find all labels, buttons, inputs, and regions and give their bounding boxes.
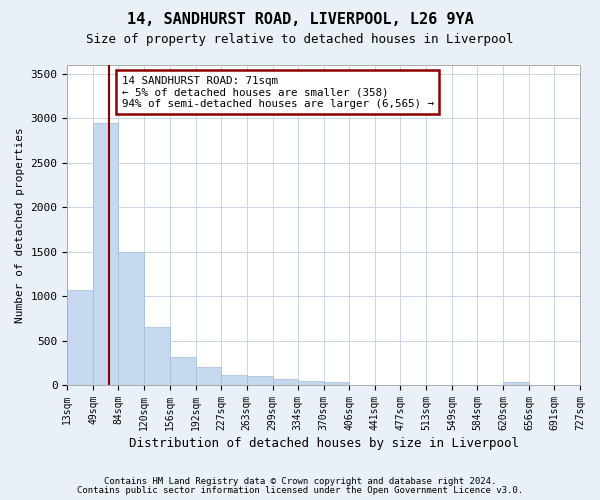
Bar (170, 356, 196, 385)
Y-axis label: Number of detached properties: Number of detached properties (15, 127, 25, 323)
Bar (247, 376, 272, 385)
Bar (272, 379, 298, 385)
Bar (298, 380, 323, 385)
Bar (503, 382, 529, 385)
Bar (93, 123, 118, 385)
Text: 14, SANDHURST ROAD, LIVERPOOL, L26 9YA: 14, SANDHURST ROAD, LIVERPOOL, L26 9YA (127, 12, 473, 28)
Bar (118, 252, 144, 385)
Bar (67, 290, 93, 385)
Bar (221, 375, 247, 385)
Text: Contains public sector information licensed under the Open Government Licence v3: Contains public sector information licen… (77, 486, 523, 495)
Text: Size of property relative to detached houses in Liverpool: Size of property relative to detached ho… (86, 32, 514, 46)
Bar (144, 328, 170, 385)
Text: 14 SANDHURST ROAD: 71sqm
← 5% of detached houses are smaller (358)
94% of semi-d: 14 SANDHURST ROAD: 71sqm ← 5% of detache… (122, 76, 434, 109)
X-axis label: Distribution of detached houses by size in Liverpool: Distribution of detached houses by size … (128, 437, 518, 450)
Bar (196, 368, 221, 385)
Bar (323, 382, 349, 385)
Text: Contains HM Land Registry data © Crown copyright and database right 2024.: Contains HM Land Registry data © Crown c… (104, 477, 496, 486)
